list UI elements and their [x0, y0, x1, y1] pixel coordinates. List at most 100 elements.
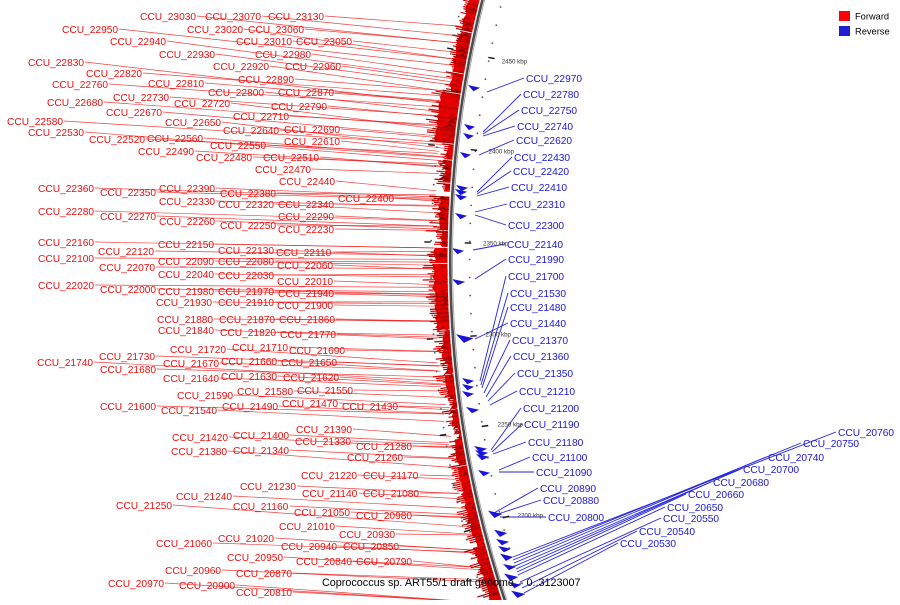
- svg-text:CCU_20890: CCU_20890: [540, 484, 596, 495]
- svg-text:CCU_21380: CCU_21380: [171, 447, 227, 458]
- svg-text:CCU_21980: CCU_21980: [158, 287, 214, 298]
- svg-text:CCU_21840: CCU_21840: [158, 326, 214, 337]
- svg-text:CCU_22120: CCU_22120: [98, 247, 154, 258]
- svg-text:CCU_22030: CCU_22030: [218, 271, 274, 282]
- svg-text:CCU_23050: CCU_23050: [296, 37, 352, 48]
- svg-text:CCU_21600: CCU_21600: [100, 402, 156, 413]
- svg-text:CCU_20940: CCU_20940: [281, 542, 337, 553]
- svg-text:CCU_21970: CCU_21970: [218, 287, 274, 298]
- svg-text:CCU_20740: CCU_20740: [768, 453, 824, 464]
- svg-text:CCU_21280: CCU_21280: [356, 442, 412, 453]
- svg-text:CCU_22300: CCU_22300: [508, 221, 564, 232]
- svg-text:CCU_23060: CCU_23060: [248, 25, 304, 36]
- svg-text:CCU_22470: CCU_22470: [255, 165, 311, 176]
- svg-text:CCU_22160: CCU_22160: [38, 238, 94, 249]
- svg-text:CCU_21200: CCU_21200: [523, 404, 579, 415]
- svg-text:CCU_21820: CCU_21820: [220, 328, 276, 339]
- svg-text:CCU_21650: CCU_21650: [281, 358, 337, 369]
- svg-text:CCU_22520: CCU_22520: [89, 135, 145, 146]
- svg-text:CCU_20810: CCU_20810: [236, 588, 292, 599]
- svg-text:CCU_22060: CCU_22060: [277, 261, 333, 272]
- svg-text:CCU_22430: CCU_22430: [514, 153, 570, 164]
- svg-text:CCU_21620: CCU_21620: [283, 373, 339, 384]
- svg-text:CCU_20530: CCU_20530: [620, 539, 676, 550]
- svg-text:Reverse: Reverse: [855, 27, 890, 37]
- svg-text:CCU_21210: CCU_21210: [519, 387, 575, 398]
- svg-text:CCU_21590: CCU_21590: [177, 391, 233, 402]
- svg-text:CCU_22680: CCU_22680: [47, 98, 103, 109]
- svg-text:CCU_22100: CCU_22100: [38, 254, 94, 265]
- svg-text:CCU_21720: CCU_21720: [170, 345, 226, 356]
- svg-text:CCU_20680: CCU_20680: [713, 478, 769, 489]
- svg-text:CCU_21870: CCU_21870: [219, 315, 275, 326]
- svg-text:CCU_21170: CCU_21170: [363, 471, 419, 482]
- svg-text:CCU_22130: CCU_22130: [218, 246, 274, 257]
- svg-text:CCU_22560: CCU_22560: [147, 134, 203, 145]
- svg-text:CCU_21100: CCU_21100: [532, 453, 588, 464]
- svg-text:CCU_21020: CCU_21020: [218, 534, 274, 545]
- svg-text:Coprococcus sp. ART55/1 draft: Coprococcus sp. ART55/1 draft genome. - …: [322, 577, 580, 589]
- svg-text:CCU_22140: CCU_22140: [507, 240, 563, 251]
- svg-text:CCU_22650: CCU_22650: [165, 118, 221, 129]
- svg-text:CCU_22830: CCU_22830: [28, 58, 84, 69]
- svg-text:CCU_21540: CCU_21540: [161, 406, 217, 417]
- svg-text:CCU_20800: CCU_20800: [548, 513, 604, 524]
- svg-text:CCU_22730: CCU_22730: [113, 93, 169, 104]
- svg-text:CCU_22920: CCU_22920: [213, 62, 269, 73]
- svg-text:CCU_21010: CCU_21010: [279, 522, 335, 533]
- svg-text:CCU_20840: CCU_20840: [296, 557, 352, 568]
- svg-text:CCU_21260: CCU_21260: [347, 453, 403, 464]
- svg-text:CCU_21060: CCU_21060: [156, 539, 212, 550]
- svg-text:CCU_22800: CCU_22800: [208, 88, 264, 99]
- svg-text:CCU_20650: CCU_20650: [667, 503, 723, 514]
- svg-text:CCU_21770: CCU_21770: [280, 330, 336, 341]
- svg-text:CCU_21690: CCU_21690: [289, 346, 345, 357]
- svg-text:CCU_21670: CCU_21670: [163, 359, 219, 370]
- svg-text:CCU_21140: CCU_21140: [302, 489, 358, 500]
- svg-text:CCU_23010: CCU_23010: [236, 37, 292, 48]
- svg-text:CCU_22620: CCU_22620: [516, 136, 572, 147]
- svg-text:CCU_21400: CCU_21400: [233, 431, 289, 442]
- svg-text:CCU_20870: CCU_20870: [236, 569, 292, 580]
- svg-text:CCU_21420: CCU_21420: [172, 433, 228, 444]
- svg-text:CCU_20900: CCU_20900: [179, 581, 235, 592]
- svg-text:CCU_22740: CCU_22740: [517, 122, 573, 133]
- svg-text:CCU_21250: CCU_21250: [116, 501, 172, 512]
- svg-text:CCU_22310: CCU_22310: [509, 200, 565, 211]
- svg-text:CCU_22750: CCU_22750: [521, 106, 577, 117]
- svg-text:Forward: Forward: [855, 12, 889, 22]
- svg-text:CCU_21710: CCU_21710: [232, 343, 288, 354]
- svg-text:CCU_22010: CCU_22010: [277, 277, 333, 288]
- svg-text:CCU_20950: CCU_20950: [227, 553, 283, 564]
- svg-text:CCU_22390: CCU_22390: [159, 184, 215, 195]
- svg-text:CCU_22820: CCU_22820: [86, 69, 142, 80]
- svg-text:CCU_21470: CCU_21470: [282, 399, 338, 410]
- svg-text:CCU_21080: CCU_21080: [363, 489, 419, 500]
- svg-text:CCU_21900: CCU_21900: [277, 301, 333, 312]
- svg-text:CCU_22110: CCU_22110: [276, 248, 332, 259]
- svg-text:CCU_21190: CCU_21190: [524, 420, 580, 431]
- svg-text:CCU_20980: CCU_20980: [356, 511, 412, 522]
- svg-text:CCU_22760: CCU_22760: [52, 80, 108, 91]
- svg-text:CCU_20750: CCU_20750: [803, 439, 859, 450]
- svg-text:CCU_20540: CCU_20540: [639, 527, 695, 538]
- svg-text:CCU_22720: CCU_22720: [174, 99, 230, 110]
- svg-text:CCU_21340: CCU_21340: [233, 446, 289, 457]
- svg-text:CCU_22710: CCU_22710: [233, 112, 289, 123]
- svg-text:CCU_22930: CCU_22930: [159, 50, 215, 61]
- svg-text:CCU_22090: CCU_22090: [158, 257, 214, 268]
- svg-text:CCU_21390: CCU_21390: [296, 425, 352, 436]
- svg-text:CCU_22360: CCU_22360: [38, 184, 94, 195]
- svg-text:CCU_22610: CCU_22610: [284, 137, 340, 148]
- svg-text:CCU_21180: CCU_21180: [528, 438, 584, 449]
- svg-text:CCU_20880: CCU_20880: [543, 496, 599, 507]
- svg-text:CCU_22670: CCU_22670: [106, 108, 162, 119]
- svg-text:CCU_21700: CCU_21700: [508, 272, 564, 283]
- svg-text:CCU_22380: CCU_22380: [220, 189, 276, 200]
- svg-text:CCU_20660: CCU_20660: [688, 490, 744, 501]
- svg-text:CCU_22260: CCU_22260: [159, 217, 215, 228]
- svg-text:CCU_22530: CCU_22530: [28, 128, 84, 139]
- svg-text:CCU_20700: CCU_20700: [743, 465, 799, 476]
- svg-text:CCU_22940: CCU_22940: [110, 37, 166, 48]
- svg-text:CCU_22870: CCU_22870: [278, 88, 334, 99]
